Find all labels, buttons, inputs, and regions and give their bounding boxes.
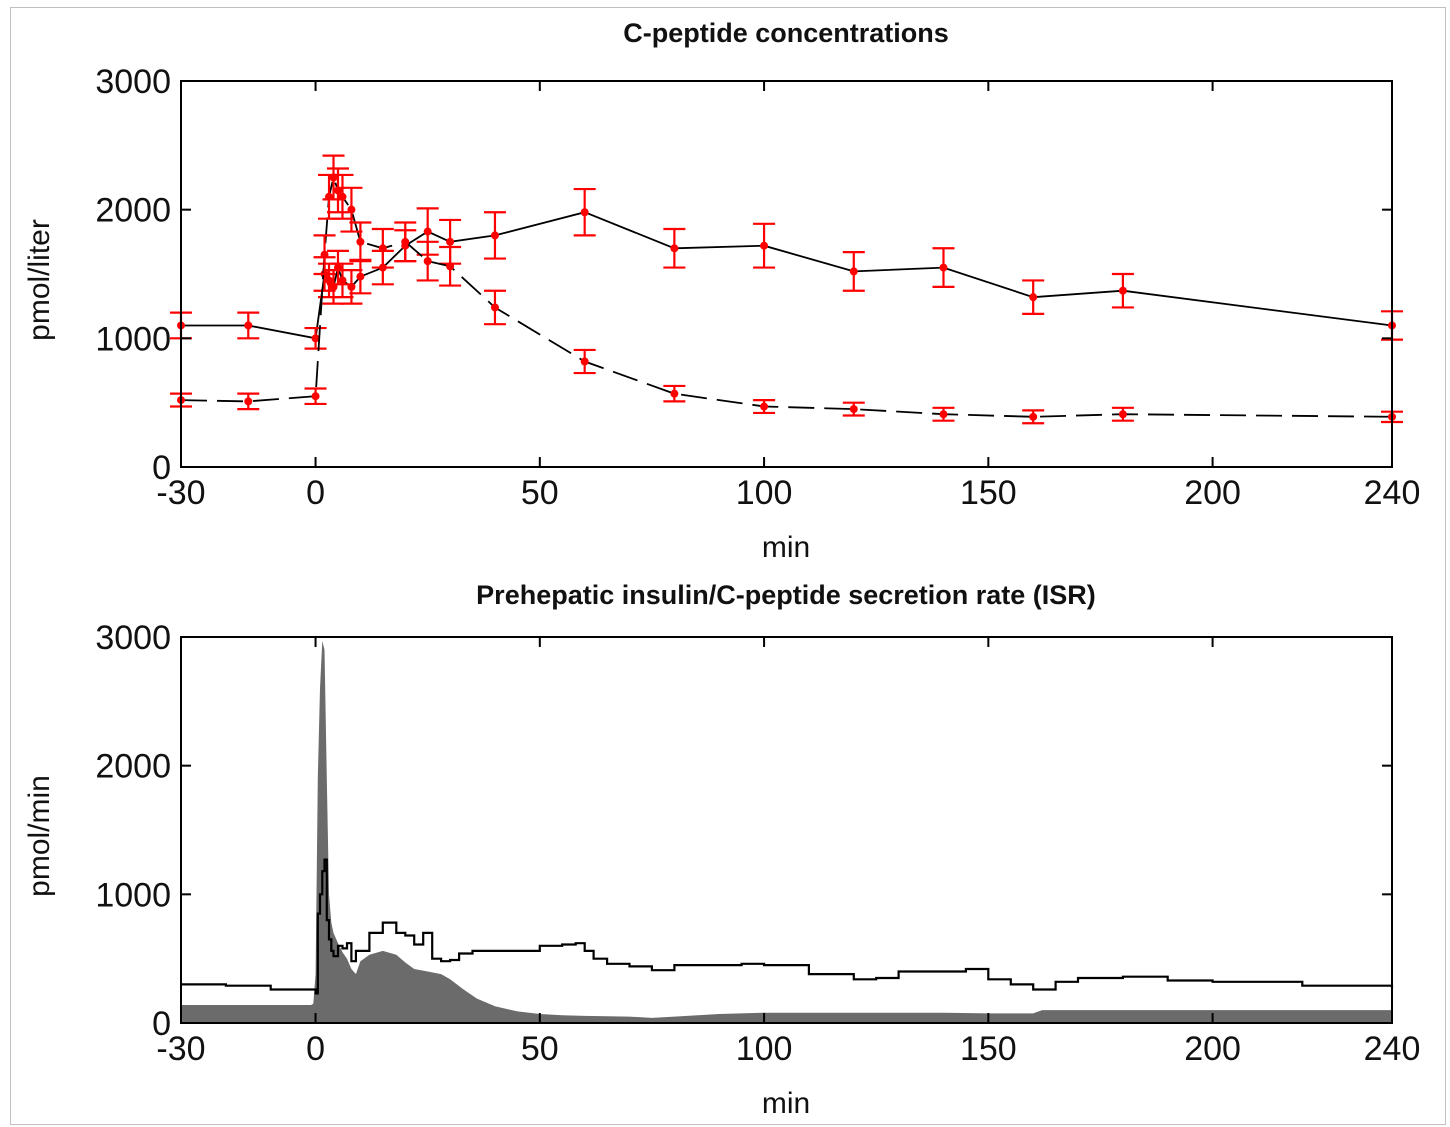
data-point <box>490 303 499 312</box>
x-tick-label: 50 <box>521 474 559 512</box>
data-point <box>325 276 334 285</box>
x-tick-label: 150 <box>960 474 1017 512</box>
data-point <box>1118 410 1127 419</box>
x-tick-label: 50 <box>521 1030 559 1068</box>
x-axis-label: min <box>762 531 810 564</box>
x-tick-label: 200 <box>1184 1030 1241 1068</box>
figure-canvas: C-peptide concentrations pmol/liter min … <box>23 18 1420 1120</box>
plot-marks <box>170 154 1403 425</box>
x-tick-label: -30 <box>156 1030 205 1068</box>
data-point <box>670 244 679 253</box>
data-point <box>939 263 948 272</box>
data-point <box>347 205 356 214</box>
data-point <box>849 267 858 276</box>
data-point <box>338 192 347 201</box>
y-axis-label: pmol/liter <box>23 219 56 341</box>
data-point <box>320 250 329 259</box>
y-tick-label: 0 <box>152 1005 171 1043</box>
data-point <box>490 231 499 240</box>
y-tick-label: 0 <box>152 449 171 487</box>
isr-line <box>181 858 1394 995</box>
plot-frame <box>180 80 1393 468</box>
data-point <box>244 321 253 330</box>
data-point <box>338 276 347 285</box>
data-point <box>356 237 365 246</box>
data-point <box>423 227 432 236</box>
data-point <box>311 334 320 343</box>
data-point <box>378 244 387 253</box>
y-tick-label: 1000 <box>95 876 171 914</box>
data-point <box>311 392 320 401</box>
x-tick-label: 240 <box>1364 1030 1421 1068</box>
chart-title: Prehepatic insulin/C-peptide secretion r… <box>476 580 1096 610</box>
data-point <box>347 282 356 291</box>
x-tick-label: 240 <box>1364 474 1421 512</box>
x-tick-label: 200 <box>1184 474 1241 512</box>
data-point <box>939 410 948 419</box>
data-point <box>670 389 679 398</box>
y-axis-label: pmol/min <box>23 775 56 897</box>
data-point <box>401 237 410 246</box>
data-point <box>423 257 432 266</box>
data-point <box>849 405 858 414</box>
series-line-dashed <box>180 174 1393 418</box>
figure: C-peptide concentrations pmol/liter min … <box>10 7 1446 1125</box>
x-tick-label: 0 <box>306 474 325 512</box>
data-point <box>580 208 589 217</box>
data-point <box>356 272 365 281</box>
y-tick-label: 2000 <box>95 192 171 230</box>
y-tick-label: 3000 <box>95 63 171 101</box>
x-tick-label: -30 <box>156 474 205 512</box>
data-point <box>244 397 253 406</box>
x-tick-label: 150 <box>960 1030 1017 1068</box>
x-axis-label: min <box>762 1087 810 1120</box>
chart-isr: Prehepatic insulin/C-peptide secretion r… <box>23 580 1420 1120</box>
chart-title: C-peptide concentrations <box>623 18 949 48</box>
y-tick-label: 2000 <box>95 748 171 786</box>
plot-marks <box>181 640 1394 1023</box>
data-point <box>333 263 342 272</box>
data-point <box>760 402 769 411</box>
plot-frame <box>180 636 1393 1024</box>
data-point <box>446 237 455 246</box>
x-tick-label: 100 <box>736 474 793 512</box>
data-point <box>1029 293 1038 302</box>
data-point <box>1029 412 1038 421</box>
data-point <box>580 357 589 366</box>
data-point <box>760 241 769 250</box>
y-tick-label: 3000 <box>95 619 171 657</box>
chart-c-peptide: C-peptide concentrations pmol/liter min … <box>23 18 1420 564</box>
data-point <box>333 186 342 195</box>
y-tick-label: 1000 <box>95 320 171 358</box>
data-point <box>1118 286 1127 295</box>
x-tick-label: 100 <box>736 1030 793 1068</box>
x-tick-label: 0 <box>306 1030 325 1068</box>
data-point <box>446 262 455 271</box>
